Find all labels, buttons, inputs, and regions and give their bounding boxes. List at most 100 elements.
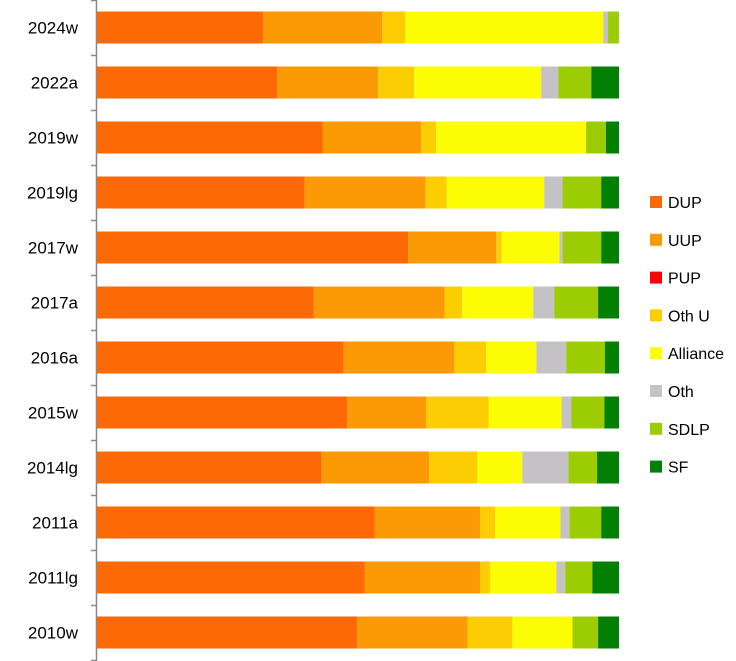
- bar-segment-dup: [97, 616, 358, 649]
- bar-segment-oth: [561, 396, 572, 429]
- bar-segment-alliance: [405, 11, 604, 44]
- category-label: 2010w: [28, 624, 79, 643]
- bar-segment-sdlp: [586, 121, 606, 154]
- bar-segment-alliance: [495, 506, 561, 539]
- bar-segment-oth: [544, 176, 563, 209]
- bar-segment-oth-u: [429, 451, 478, 484]
- bar-segment-uup: [343, 341, 455, 374]
- bar-segment-oth-u: [425, 176, 447, 209]
- bar-segment-oth-u: [378, 66, 415, 99]
- legend-swatch: [650, 385, 662, 397]
- bar-segment-oth-u: [382, 11, 406, 44]
- legend-swatch: [650, 196, 662, 208]
- bar-segment-uup: [321, 451, 430, 484]
- category-label: 2011lg: [28, 569, 78, 588]
- bar-segment-oth: [541, 66, 559, 99]
- bar-segment-oth-u: [496, 231, 502, 264]
- legend-swatch: [650, 460, 662, 473]
- legend-label: Alliance: [668, 346, 724, 363]
- bar-segment-oth: [556, 561, 566, 594]
- bar-segment-uup: [313, 286, 445, 319]
- bar-segment-sdlp: [572, 616, 599, 649]
- bar-segment-dup: [97, 66, 278, 99]
- bar-segment-uup: [277, 66, 379, 99]
- bar-segment-oth-u: [480, 561, 490, 594]
- bar-segment-dup: [97, 176, 305, 209]
- bar-segment-sf: [592, 561, 619, 594]
- category-label: 2016a: [31, 349, 79, 368]
- bar-segment-oth: [533, 286, 555, 319]
- legend-swatch: [650, 309, 662, 322]
- bar-segment-oth-u: [454, 341, 487, 374]
- bar-segment-sf: [604, 396, 619, 429]
- bar-segment-sf: [601, 231, 619, 264]
- legend-label: UUP: [668, 233, 702, 250]
- bar-segment-dup: [97, 561, 365, 594]
- bar-segment-uup: [374, 506, 481, 539]
- bar-segment-sdlp: [554, 286, 599, 319]
- bar-segment-dup: [97, 286, 314, 319]
- bar-segment-sdlp: [566, 341, 605, 374]
- legend-swatch: [650, 347, 662, 360]
- legend-label: SDLP: [668, 422, 710, 439]
- bar-segment-oth: [603, 11, 609, 44]
- bar-segment-sdlp: [608, 11, 619, 44]
- bar-segment-uup: [322, 121, 422, 154]
- legend-label: Oth: [668, 384, 694, 401]
- bar-segment-dup: [97, 451, 322, 484]
- bar-segment-dup: [97, 396, 348, 429]
- category-label: 2011a: [32, 514, 79, 533]
- bar-segment-uup: [408, 231, 497, 264]
- category-label: 2019w: [28, 129, 79, 148]
- bar-segment-dup: [97, 121, 323, 154]
- bar-segment-sdlp: [569, 506, 602, 539]
- legend-swatch: [650, 271, 662, 284]
- bar-segment-alliance: [501, 231, 560, 264]
- bar-segment-alliance: [436, 121, 587, 154]
- bar-segment-sdlp: [558, 66, 592, 99]
- bar-segment-oth: [560, 506, 570, 539]
- bar-segment-oth-u: [426, 396, 489, 429]
- category-label: 2017a: [31, 294, 79, 313]
- bar-segment-sf: [601, 176, 619, 209]
- category-label: 2014lg: [27, 459, 78, 478]
- legend-label: Oth U: [668, 308, 710, 325]
- category-label: 2019lg: [27, 184, 78, 203]
- bar-segment-alliance: [414, 66, 542, 99]
- bar-segment-alliance: [512, 616, 573, 649]
- bar-segment-alliance: [462, 286, 534, 319]
- bar-segment-sdlp: [565, 561, 593, 594]
- bar-segment-sf: [598, 616, 619, 649]
- bar-segment-uup: [304, 176, 426, 209]
- legend-label: DUP: [668, 195, 702, 212]
- bar-segment-sf: [604, 341, 619, 374]
- legend-swatch: [650, 233, 662, 246]
- bar-segment-oth-u: [480, 506, 496, 539]
- bar-segment-uup: [364, 561, 481, 594]
- bar-segment-sdlp: [571, 396, 605, 429]
- legend-label: PUP: [668, 271, 701, 288]
- bar-segment-sf: [597, 451, 619, 484]
- bar-segment-uup: [263, 11, 383, 44]
- bar-segment-sdlp: [562, 176, 602, 209]
- bar-segment-sf: [591, 66, 619, 99]
- bar-segment-dup: [97, 231, 409, 264]
- bar-segment-uup: [347, 396, 427, 429]
- bar-segment-uup: [357, 616, 468, 649]
- bar-segment-oth: [522, 451, 569, 484]
- bar-segment-alliance: [486, 341, 537, 374]
- bar-segment-sf: [598, 286, 619, 319]
- bar-segment-sdlp: [562, 231, 602, 264]
- bar-segment-oth-u: [421, 121, 437, 154]
- bar-segment-sf: [601, 506, 619, 539]
- bar-segment-oth: [536, 341, 567, 374]
- bar-segment-oth-u: [467, 616, 513, 649]
- bar-segment-alliance: [446, 176, 545, 209]
- bar-segment-alliance: [477, 451, 523, 484]
- bar-segment-alliance: [488, 396, 562, 429]
- bar-segment-oth: [559, 231, 563, 264]
- legend-swatch: [650, 422, 662, 435]
- bar-segment-sf: [605, 121, 619, 154]
- category-label: 2022a: [31, 74, 79, 93]
- bar-segment-dup: [97, 506, 375, 539]
